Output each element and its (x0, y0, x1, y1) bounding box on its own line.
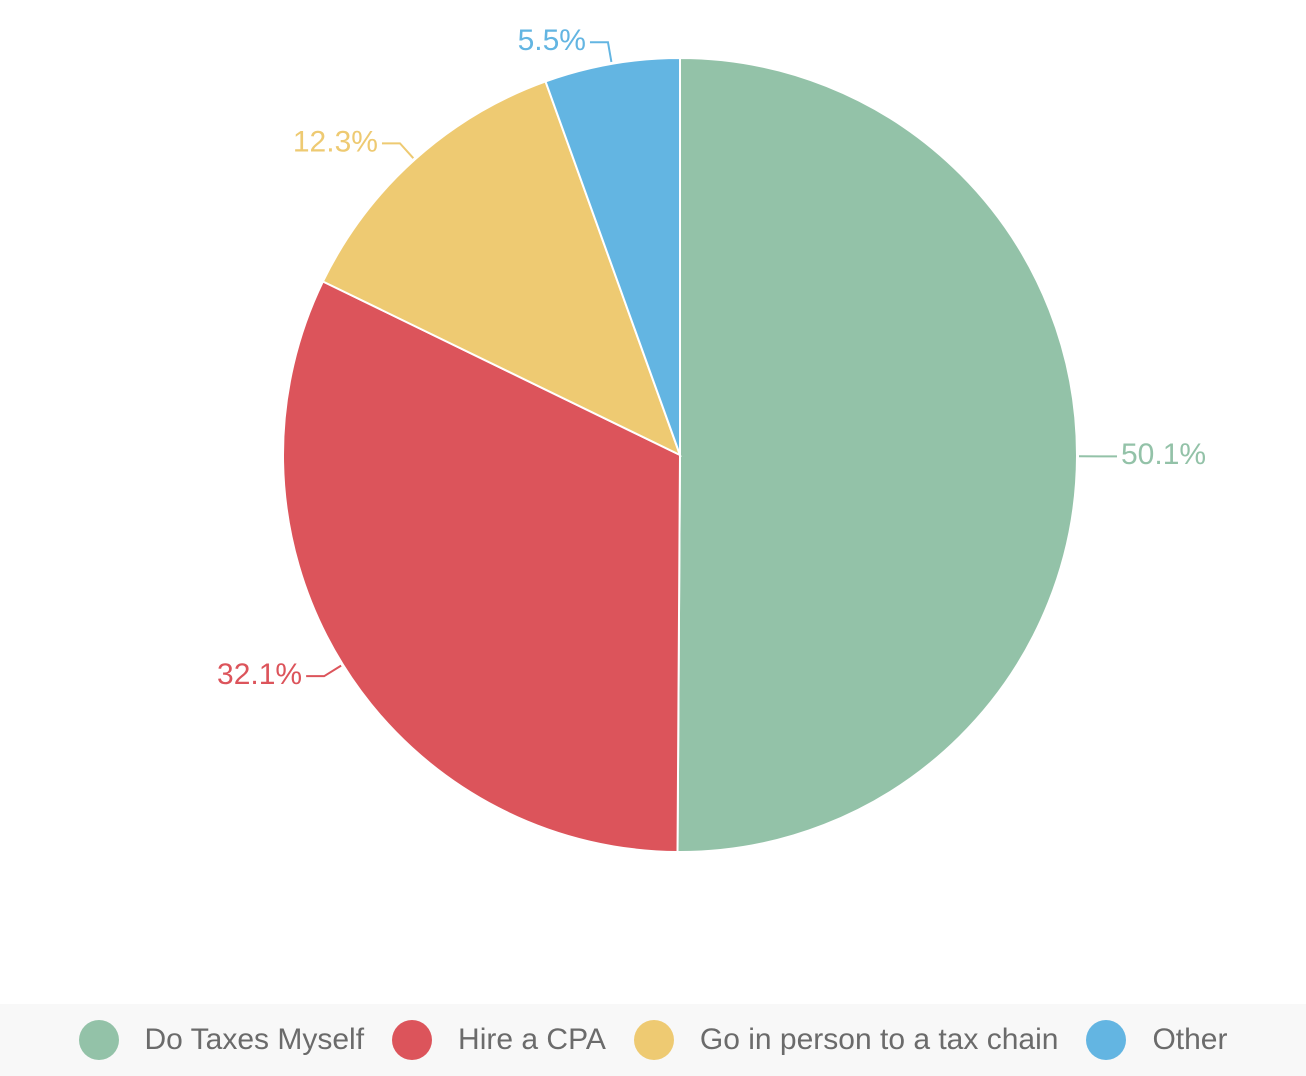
legend-item[interactable]: Go in person to a tax chain (633, 1020, 1059, 1060)
value-label: 32.1% (217, 658, 302, 691)
value-label: 50.1% (1121, 438, 1206, 471)
leader-line (381, 142, 415, 159)
pie-slice (544, 56, 681, 456)
legend-swatch (78, 1020, 119, 1060)
legend-label: Do Taxes Myself (144, 1023, 365, 1056)
value-label: 12.3% (293, 125, 378, 158)
legend: Do Taxes Myself Hire a CPA Go in person to… (0, 1004, 1306, 1076)
legend-label: Go in person to a tax chain (699, 1023, 1059, 1056)
value-label: 5.5% (518, 24, 586, 57)
legend-swatch (392, 1020, 433, 1060)
legend-label: Other (1152, 1023, 1228, 1056)
chart: 50.1% 32.1% 12.3% 5.5% (217, 24, 1206, 853)
legend-item[interactable]: Other (1086, 1020, 1227, 1060)
legend-label: Hire a CPA (458, 1023, 606, 1056)
pie-slice (282, 280, 682, 853)
legend-swatch (633, 1020, 674, 1060)
legend-item[interactable]: Do Taxes Myself (78, 1020, 365, 1060)
leader-line (589, 41, 613, 63)
legend-swatch (1086, 1020, 1127, 1060)
pie-slice (676, 56, 1079, 853)
leader-line (306, 664, 342, 678)
pie-slice (321, 80, 682, 457)
legend-item[interactable]: Hire a CPA (392, 1020, 606, 1060)
